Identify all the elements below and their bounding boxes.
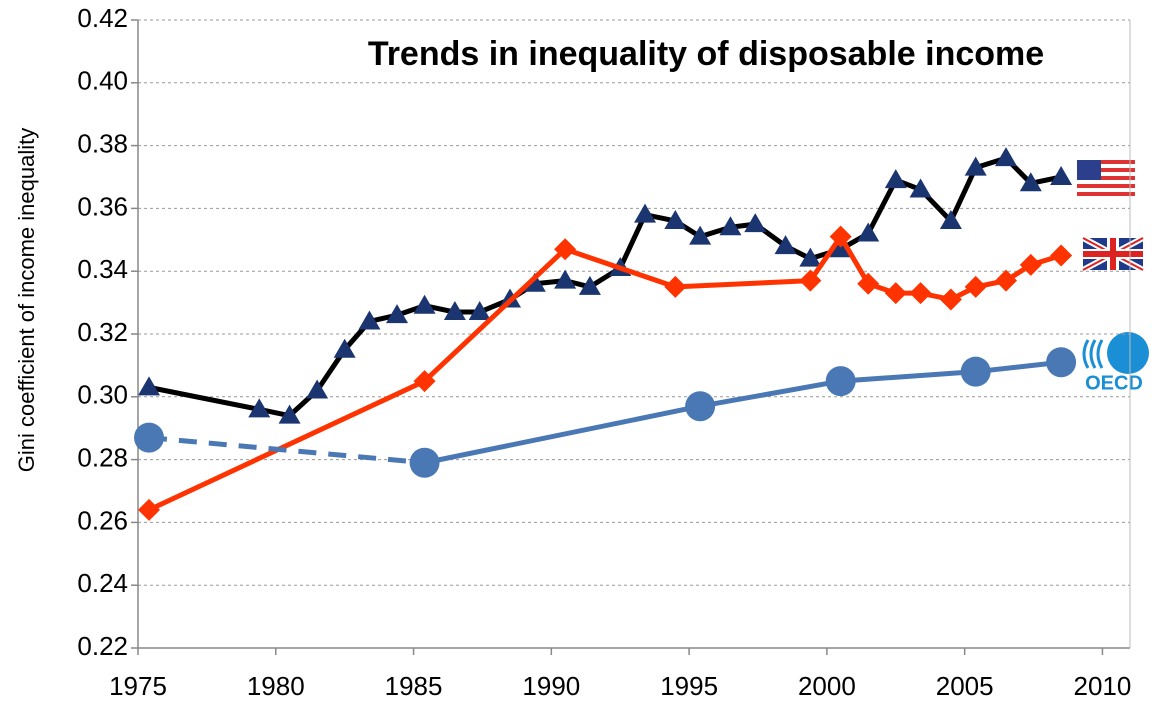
oecd-label: OECD (1085, 372, 1143, 394)
diamond-marker (1050, 244, 1073, 267)
diamond-marker (799, 269, 822, 292)
triangle-marker (443, 301, 466, 321)
y-tick-label: 0.26 (77, 505, 128, 535)
circle-marker (409, 447, 440, 478)
circle-marker (825, 366, 856, 397)
diamond-marker (829, 225, 852, 248)
triangle-marker (306, 379, 329, 399)
triangle-marker (857, 222, 880, 242)
chart-title: Trends in inequality of disposable incom… (368, 35, 1044, 73)
x-tick-label: 2005 (936, 671, 994, 701)
diamond-marker (995, 269, 1017, 292)
y-tick-label: 0.36 (77, 191, 128, 221)
triangle-marker (774, 235, 797, 255)
triangle-marker (333, 338, 356, 358)
x-tick-label: 1990 (522, 671, 580, 701)
triangle-marker (939, 209, 962, 229)
triangle-marker (744, 213, 767, 233)
y-tick-label: 0.24 (77, 568, 128, 598)
triangle-marker (413, 294, 436, 314)
dashed-line (148, 435, 425, 466)
circle-marker (960, 356, 991, 387)
oecd-logo: OECD (1082, 332, 1149, 394)
triangle-marker (554, 269, 577, 289)
diamond-marker (1019, 253, 1042, 276)
triangle-marker (523, 272, 546, 292)
y-tick-label: 0.32 (77, 317, 128, 347)
x-tick-label: 2000 (798, 671, 856, 701)
x-tick-label: 1980 (247, 671, 305, 701)
triangle-marker (248, 398, 271, 418)
triangle-marker (358, 310, 381, 330)
y-tick-label: 0.42 (77, 3, 128, 33)
triangle-marker (995, 147, 1017, 167)
x-tick-label: 1975 (109, 671, 167, 701)
triangle-marker (909, 178, 932, 198)
triangle-marker (138, 376, 161, 396)
y-axis-label: Gini coefficient of income inequality (14, 128, 39, 472)
triangle-marker (719, 216, 742, 236)
y-tick-label: 0.28 (77, 442, 128, 472)
diamond-marker (138, 498, 161, 521)
triangle-marker (884, 169, 907, 189)
x-tick-label: 2010 (1074, 671, 1132, 701)
x-tick-label: 1985 (385, 671, 443, 701)
triangle-marker (468, 301, 491, 321)
triangle-marker (664, 209, 687, 229)
diamond-marker (964, 275, 987, 298)
triangle-marker (689, 225, 712, 245)
y-tick-label: 0.38 (77, 128, 128, 158)
diamond-marker (909, 282, 932, 305)
triangle-marker (634, 203, 657, 223)
diamond-marker (664, 275, 687, 298)
diamond-marker (939, 288, 962, 311)
diamond-marker (413, 370, 436, 393)
triangle-marker (578, 275, 601, 295)
triangle-marker (278, 404, 301, 424)
triangle-marker (1019, 172, 1042, 192)
triangle-marker (829, 238, 852, 258)
triangle-marker (964, 156, 987, 176)
circle-marker (1046, 347, 1077, 378)
triangle-marker (386, 304, 409, 324)
y-tick-label: 0.30 (77, 380, 128, 410)
uk-flag (1081, 235, 1145, 273)
triangle-marker (799, 247, 822, 267)
y-tick-label: 0.40 (77, 66, 128, 96)
diamond-marker (884, 282, 907, 305)
x-tick-label: 1995 (660, 671, 718, 701)
y-tick-label: 0.22 (77, 631, 128, 661)
circle-marker (134, 422, 165, 453)
us-flag (1077, 160, 1135, 196)
triangle-marker (1050, 166, 1073, 185)
circle-marker (685, 391, 716, 422)
diamond-marker (554, 238, 577, 261)
diamond-marker (857, 272, 880, 295)
y-tick-label: 0.34 (77, 254, 128, 284)
